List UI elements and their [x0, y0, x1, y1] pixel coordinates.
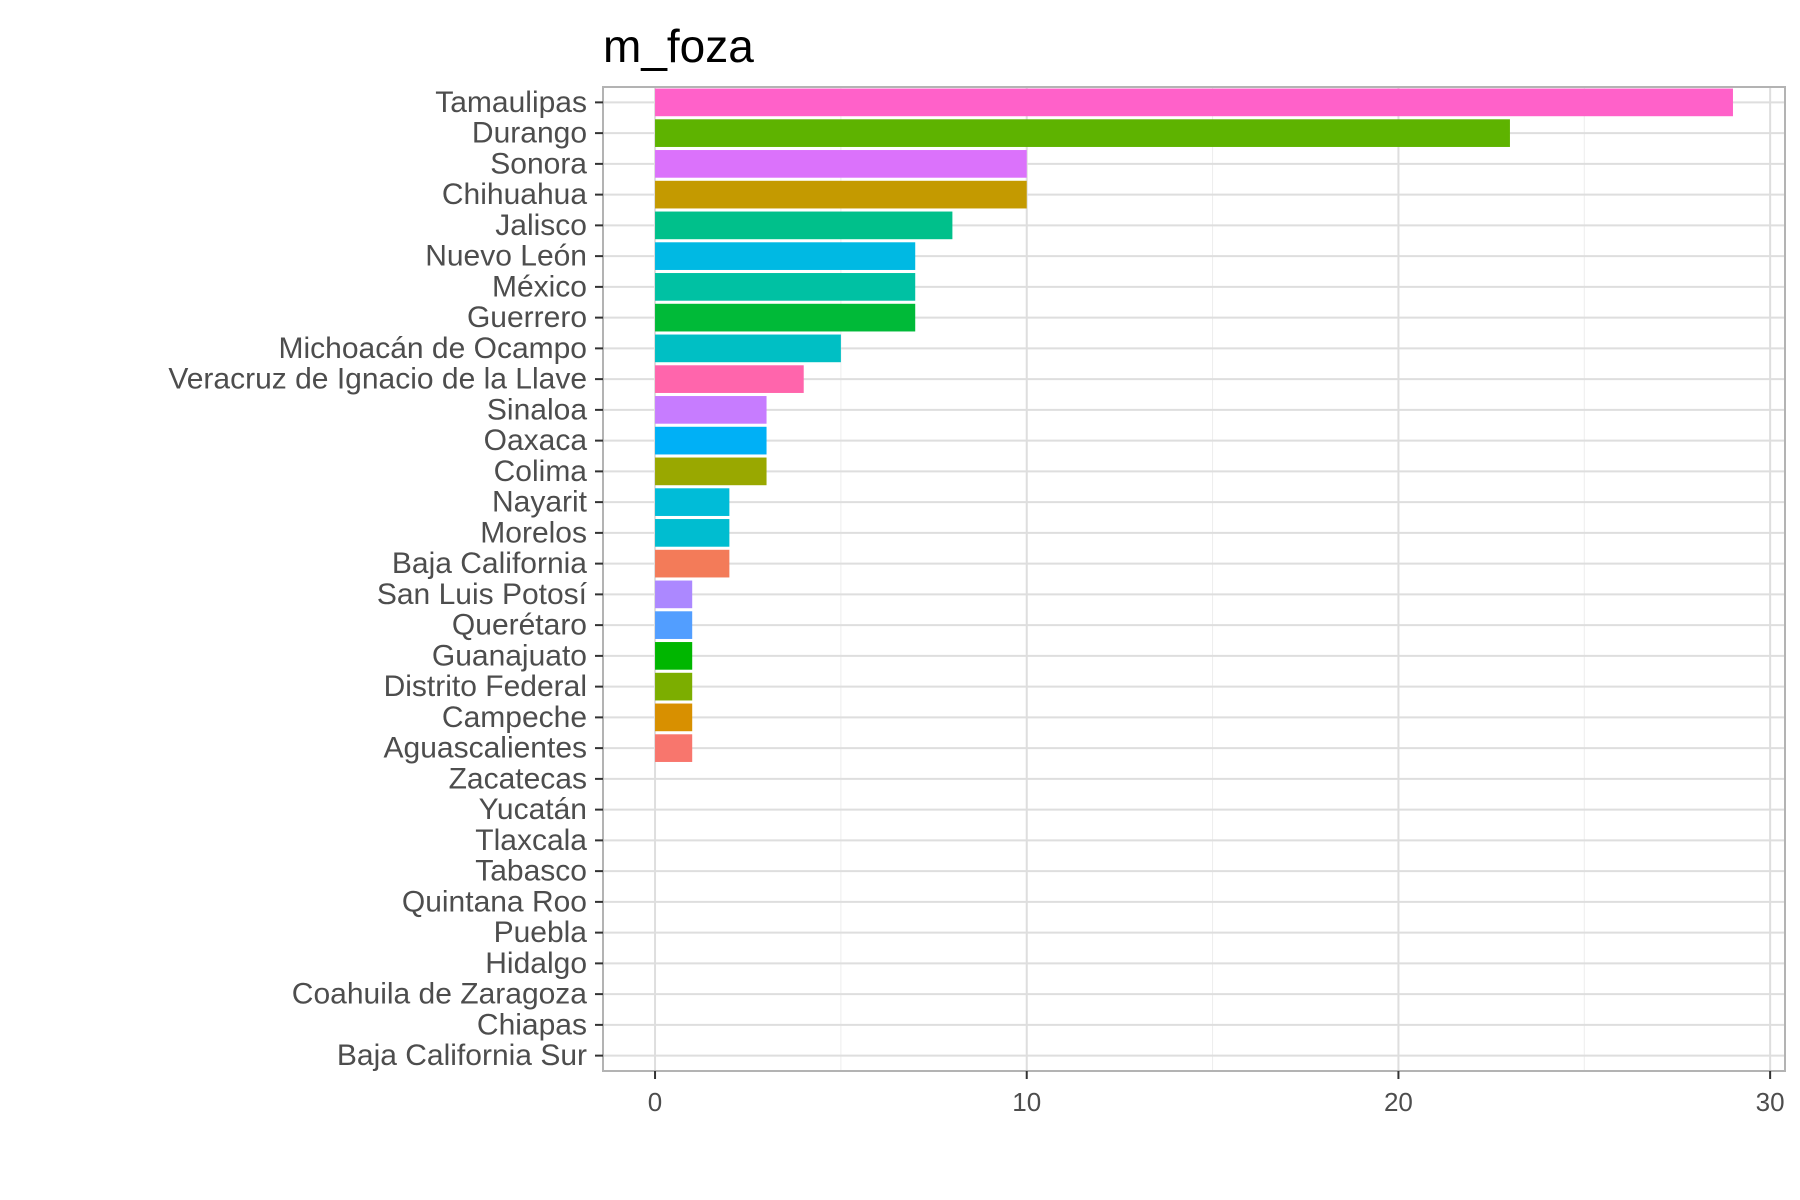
- y-tick-label: Hidalgo: [485, 947, 587, 980]
- y-tick-label: Guerrero: [467, 301, 587, 334]
- y-tick-label: Oaxaca: [484, 424, 588, 457]
- chart-title: m_foza: [603, 20, 754, 72]
- y-axis: TamaulipasDurangoSonoraChihuahuaJaliscoN…: [168, 86, 603, 1072]
- bar: [655, 334, 841, 363]
- bar: [655, 88, 1733, 117]
- y-tick-label: Baja California: [392, 547, 587, 580]
- y-tick-label: Chiapas: [477, 1008, 587, 1041]
- y-tick-label: Tlaxcala: [475, 824, 587, 857]
- bar: [655, 488, 730, 516]
- x-tick-label: 0: [648, 1087, 662, 1117]
- y-tick-label: Nuevo León: [425, 240, 587, 273]
- y-tick-label: Sonora: [490, 147, 587, 180]
- bar: [655, 611, 693, 639]
- y-tick-label: Morelos: [480, 516, 587, 549]
- bar: [655, 303, 916, 332]
- bars-layer: [655, 88, 1733, 762]
- bar: [655, 365, 804, 393]
- y-tick-label: Distrito Federal: [384, 670, 587, 703]
- y-tick-label: México: [492, 270, 587, 303]
- y-tick-label: Querétaro: [452, 609, 587, 642]
- y-tick-label: San Luis Potosí: [377, 578, 588, 611]
- bar: [655, 180, 1027, 209]
- y-tick-label: Yucatán: [479, 793, 587, 826]
- y-tick-label: Veracruz de Ignacio de la Llave: [168, 363, 587, 396]
- x-tick-label: 30: [1756, 1087, 1785, 1117]
- y-tick-label: Aguascalientes: [384, 732, 587, 765]
- y-tick-label: Campeche: [442, 701, 587, 734]
- bar: [655, 703, 693, 732]
- panel-border: [602, 86, 1786, 1072]
- bar: [655, 642, 693, 670]
- bar: [655, 242, 916, 270]
- bar: [655, 426, 767, 455]
- bar: [655, 580, 693, 609]
- y-tick-label: Sinaloa: [487, 393, 587, 426]
- x-tick-label: 10: [1012, 1087, 1041, 1117]
- y-tick-label: Nayarit: [492, 486, 588, 519]
- bar: [655, 119, 1510, 147]
- y-tick-label: Chihuahua: [442, 178, 587, 211]
- y-tick-label: Jalisco: [495, 209, 587, 242]
- y-tick-label: Guanajuato: [432, 639, 587, 672]
- bar: [655, 211, 953, 240]
- y-tick-label: Puebla: [494, 916, 588, 949]
- y-tick-label: Tamaulipas: [435, 86, 587, 119]
- y-tick-label: Baja California Sur: [337, 1039, 587, 1072]
- y-tick-label: Zacatecas: [449, 762, 587, 795]
- y-tick-label: Tabasco: [475, 855, 587, 888]
- bar: [655, 150, 1027, 178]
- bar: [655, 396, 767, 424]
- y-tick-label: Quintana Roo: [402, 885, 587, 918]
- bar: [655, 734, 693, 762]
- y-tick-label: Michoacán de Ocampo: [279, 332, 588, 365]
- y-tick-label: Durango: [472, 117, 587, 150]
- bar: [655, 672, 693, 701]
- y-tick-label: Coahuila de Zaragoza: [292, 978, 588, 1011]
- bar: [655, 549, 730, 578]
- x-tick-label: 20: [1384, 1087, 1413, 1117]
- y-tick-label: Colima: [494, 455, 588, 488]
- x-axis: 0 10 20 30: [648, 1071, 1785, 1117]
- bar: [655, 519, 730, 547]
- bar: [655, 273, 916, 301]
- bar: [655, 457, 767, 486]
